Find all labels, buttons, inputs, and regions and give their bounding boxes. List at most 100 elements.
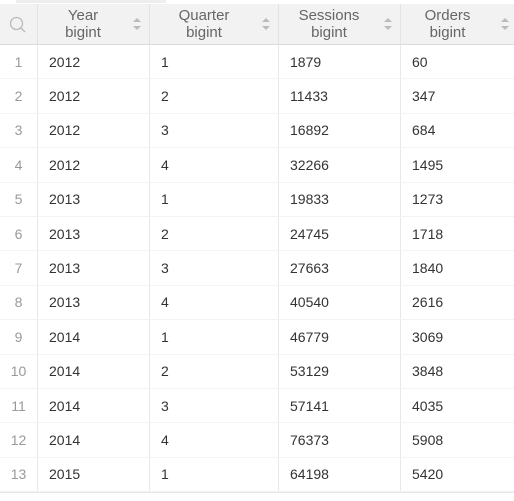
cell-orders[interactable]: 1718 bbox=[412, 225, 444, 242]
cell-quarter[interactable]: 1 bbox=[150, 45, 279, 79]
cell-year[interactable]: 2012 bbox=[38, 45, 150, 79]
cell-quarter[interactable]: 2 bbox=[150, 79, 279, 113]
row-number: 11 bbox=[0, 388, 38, 423]
table-row[interactable]: 7 2013 3 27663 1840 bbox=[0, 251, 514, 286]
grid-header: Year bigint Quarter bigint Sessions bigi… bbox=[0, 4, 514, 45]
cell-orders[interactable]: 3848 bbox=[412, 363, 444, 380]
column-type: bigint bbox=[65, 24, 101, 41]
cell-sessions[interactable]: 53129 bbox=[279, 354, 401, 388]
cell-orders[interactable]: 1273 bbox=[412, 191, 444, 208]
cell-quarter[interactable]: 3 bbox=[150, 388, 279, 423]
cell-year[interactable]: 2014 bbox=[38, 320, 150, 354]
table-row[interactable]: 4 2012 4 32266 1495 bbox=[0, 148, 514, 183]
table-row[interactable]: 6 2013 2 24745 1718 bbox=[0, 216, 514, 252]
column-type: bigint bbox=[429, 24, 466, 41]
cell-year[interactable]: 2012 bbox=[38, 113, 150, 148]
cell-orders[interactable]: 1840 bbox=[412, 260, 444, 277]
cell-year[interactable]: 2013 bbox=[38, 285, 150, 320]
cell-sessions[interactable]: 11433 bbox=[279, 79, 401, 113]
cell-year[interactable]: 2014 bbox=[38, 354, 150, 388]
table-row[interactable]: 2 2012 2 11433 347 bbox=[0, 79, 514, 114]
column-name: Year bbox=[67, 7, 99, 24]
table-row[interactable]: 10 2014 2 53129 3848 bbox=[0, 354, 514, 389]
row-number: 9 bbox=[0, 320, 38, 354]
cell-sessions[interactable]: 64198 bbox=[279, 457, 401, 492]
table-row[interactable]: 12 2014 4 76373 5908 bbox=[0, 423, 514, 458]
cell-quarter[interactable]: 2 bbox=[150, 354, 279, 388]
cell-quarter[interactable]: 1 bbox=[150, 182, 279, 216]
table-row[interactable]: 11 2014 3 57141 4035 bbox=[0, 388, 514, 424]
row-number: 2 bbox=[0, 79, 38, 113]
cell-orders[interactable]: 684 bbox=[412, 122, 436, 139]
cell-quarter[interactable]: 2 bbox=[150, 216, 279, 251]
cell-sessions[interactable]: 19833 bbox=[279, 182, 401, 216]
table-row[interactable]: 13 2015 1 64198 5420 bbox=[0, 457, 514, 493]
cell-orders[interactable]: 2616 bbox=[412, 294, 444, 311]
column-name: Sessions bbox=[298, 7, 360, 24]
table-row[interactable]: 5 2013 1 19833 1273 bbox=[0, 182, 514, 217]
table-row[interactable]: 1 2012 1 1879 60 bbox=[0, 45, 514, 80]
row-number: 13 bbox=[0, 457, 38, 492]
cell-quarter[interactable]: 1 bbox=[150, 457, 279, 492]
top-strip bbox=[0, 0, 514, 4]
table-row[interactable]: 9 2014 1 46779 3069 bbox=[0, 320, 514, 355]
cell-sessions[interactable]: 46779 bbox=[279, 320, 401, 354]
grid-body: 1 2012 1 1879 60 2 2012 2 11433 347 3 2012 3 16892 684… bbox=[0, 45, 514, 493]
row-number: 6 bbox=[0, 216, 38, 251]
cell-quarter[interactable]: 3 bbox=[150, 113, 279, 148]
cell-quarter[interactable]: 1 bbox=[150, 320, 279, 354]
cell-sessions[interactable]: 16892 bbox=[279, 113, 401, 148]
cell-quarter[interactable]: 4 bbox=[150, 285, 279, 320]
sort-icon[interactable] bbox=[132, 16, 142, 32]
cell-year[interactable]: 2012 bbox=[38, 148, 150, 182]
row-number: 1 bbox=[0, 45, 38, 79]
cell-orders[interactable]: 5908 bbox=[412, 431, 444, 448]
cell-orders[interactable]: 4035 bbox=[412, 397, 444, 414]
cell-orders[interactable]: 1495 bbox=[412, 156, 444, 173]
table-row[interactable]: 3 2012 3 16892 684 bbox=[0, 113, 514, 149]
cell-quarter[interactable]: 4 bbox=[150, 423, 279, 457]
row-number: 4 bbox=[0, 148, 38, 182]
sort-icon[interactable] bbox=[261, 16, 271, 32]
column-name: Quarter bbox=[178, 7, 230, 24]
grid-bottom-border bbox=[0, 492, 514, 493]
row-number: 8 bbox=[0, 285, 38, 320]
cell-orders[interactable]: 347 bbox=[412, 88, 436, 105]
cell-quarter[interactable]: 3 bbox=[150, 251, 279, 285]
cell-year[interactable]: 2013 bbox=[38, 216, 150, 251]
row-number: 7 bbox=[0, 251, 38, 285]
cell-year[interactable]: 2014 bbox=[38, 423, 150, 457]
cell-sessions[interactable]: 40540 bbox=[279, 285, 401, 320]
column-header-sessions[interactable]: Sessions bigint bbox=[279, 4, 401, 44]
cell-orders[interactable]: 5420 bbox=[412, 466, 444, 483]
column-name: Orders bbox=[424, 7, 471, 24]
cell-sessions[interactable]: 76373 bbox=[279, 423, 401, 457]
row-number: 12 bbox=[0, 423, 38, 457]
cell-year[interactable]: 2015 bbox=[38, 457, 150, 492]
cell-sessions[interactable]: 27663 bbox=[279, 251, 401, 285]
horizontal-scroll-hint[interactable] bbox=[16, 0, 166, 3]
cell-quarter[interactable]: 4 bbox=[150, 148, 279, 182]
cell-year[interactable]: 2013 bbox=[38, 182, 150, 216]
cell-sessions[interactable]: 32266 bbox=[279, 148, 401, 182]
column-type: bigint bbox=[186, 24, 222, 41]
sort-icon[interactable] bbox=[383, 16, 393, 32]
cell-orders[interactable]: 60 bbox=[412, 53, 428, 70]
cell-sessions[interactable]: 1879 bbox=[279, 45, 401, 79]
search-button[interactable] bbox=[0, 4, 38, 44]
table-row[interactable]: 8 2013 4 40540 2616 bbox=[0, 285, 514, 321]
cell-year[interactable]: 2013 bbox=[38, 251, 150, 285]
column-type: bigint bbox=[311, 24, 347, 41]
cell-sessions[interactable]: 24745 bbox=[279, 216, 401, 251]
column-header-quarter[interactable]: Quarter bigint bbox=[150, 4, 279, 44]
cell-sessions[interactable]: 57141 bbox=[279, 388, 401, 423]
search-icon bbox=[9, 16, 26, 33]
row-number: 3 bbox=[0, 113, 38, 148]
cell-year[interactable]: 2014 bbox=[38, 388, 150, 423]
row-number: 10 bbox=[0, 354, 38, 388]
column-header-orders[interactable]: Orders bigint bbox=[401, 4, 514, 44]
sort-icon[interactable] bbox=[500, 16, 510, 32]
column-header-year[interactable]: Year bigint bbox=[38, 4, 150, 44]
cell-year[interactable]: 2012 bbox=[38, 79, 150, 113]
cell-orders[interactable]: 3069 bbox=[412, 328, 444, 345]
